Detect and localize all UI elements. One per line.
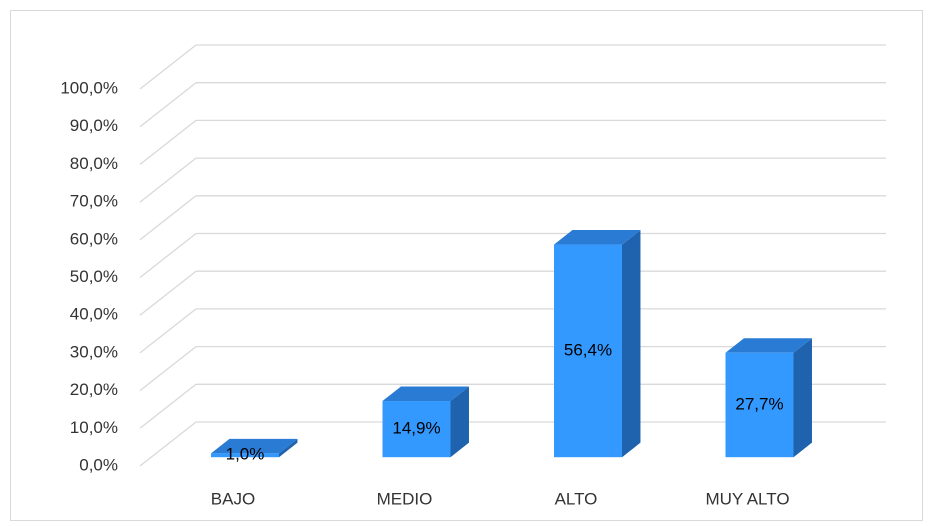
y-tick-label: 20,0% xyxy=(70,380,118,399)
bar-top xyxy=(554,230,641,245)
data-label: 27,7% xyxy=(735,394,783,413)
grid-line xyxy=(139,383,197,429)
grid-line xyxy=(139,157,197,203)
bar-top xyxy=(725,338,812,353)
y-tick-label: 50,0% xyxy=(70,267,118,286)
y-tick-label: 30,0% xyxy=(70,342,118,361)
y-tick-label: 90,0% xyxy=(70,116,118,135)
y-tick-label: 70,0% xyxy=(70,192,118,211)
grid-line xyxy=(139,270,197,316)
bar xyxy=(382,401,451,458)
grid-line xyxy=(139,44,197,90)
x-tick-label: BAJO xyxy=(211,489,255,508)
grid-line xyxy=(139,119,197,165)
bar xyxy=(554,244,622,458)
y-tick-label: 60,0% xyxy=(70,229,118,248)
bar-side xyxy=(622,230,641,458)
grid-line xyxy=(139,232,197,279)
bar xyxy=(725,352,794,458)
x-tick-label: MUY ALTO xyxy=(705,489,789,508)
data-label: 1,0% xyxy=(226,445,265,464)
grid-line xyxy=(139,82,197,128)
y-tick-label: 0,0% xyxy=(79,455,118,474)
bar-top xyxy=(211,438,298,454)
grid-line xyxy=(139,346,197,392)
grid-line xyxy=(139,421,197,467)
grid-line xyxy=(139,195,197,241)
y-tick-label: 100,0% xyxy=(60,78,118,97)
y-tick-label: 40,0% xyxy=(70,305,118,324)
bar-top xyxy=(382,386,469,402)
x-tick-label: MEDIO xyxy=(377,489,433,508)
bar-side xyxy=(793,338,812,458)
bar xyxy=(211,453,279,458)
y-tick-label: 80,0% xyxy=(70,154,118,173)
y-tick-label: 10,0% xyxy=(70,418,118,437)
data-label: 56,4% xyxy=(564,340,612,359)
data-label: 14,9% xyxy=(392,419,440,438)
bar-side xyxy=(450,386,469,458)
x-tick-label: ALTO xyxy=(555,489,598,508)
bar-side xyxy=(279,438,298,458)
grid-line xyxy=(139,308,197,354)
